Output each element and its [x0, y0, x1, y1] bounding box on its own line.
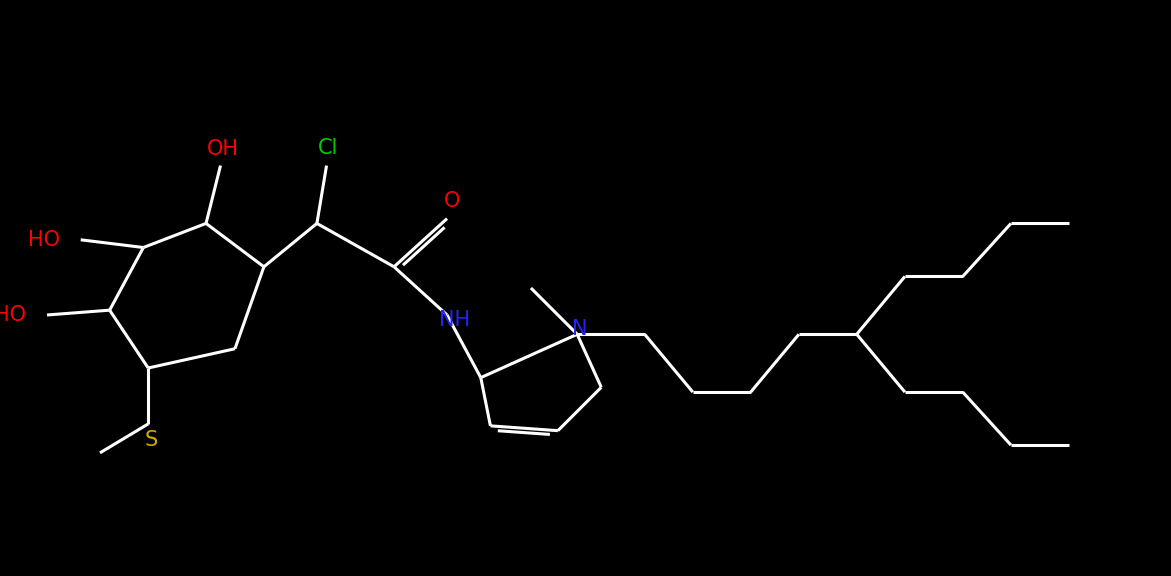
- Text: N: N: [573, 320, 588, 339]
- Text: O: O: [444, 191, 460, 211]
- Text: HO: HO: [27, 230, 60, 250]
- Text: OH: OH: [206, 139, 239, 159]
- Text: S: S: [144, 430, 158, 450]
- Text: HO: HO: [0, 305, 26, 325]
- Text: Cl: Cl: [319, 138, 338, 158]
- Text: NH: NH: [439, 310, 471, 330]
